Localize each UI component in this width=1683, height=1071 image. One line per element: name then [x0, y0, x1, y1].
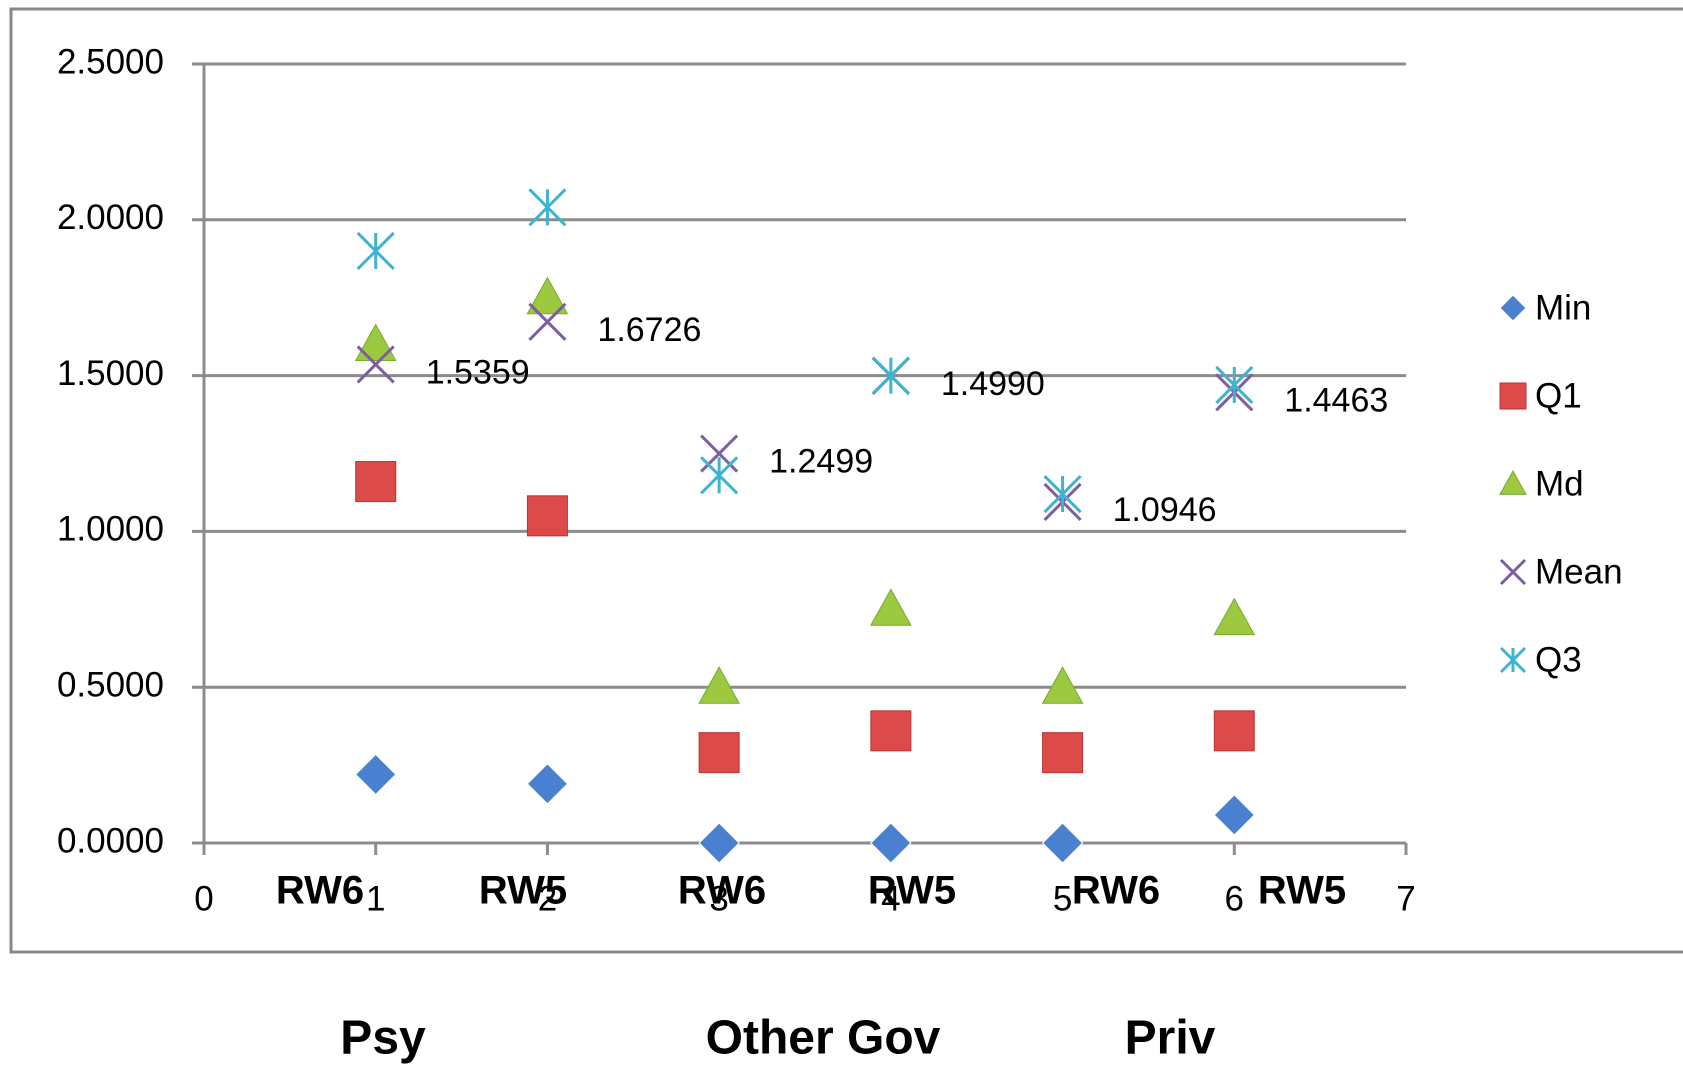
x-tick-label: 4 [881, 879, 900, 918]
data-label: 1.4990 [941, 365, 1045, 403]
legend-marker [1499, 382, 1527, 410]
x-tick-label: 1 [366, 879, 385, 918]
category-label: RW6 [678, 869, 766, 913]
group-label: Other Gov [706, 1012, 941, 1065]
legend-marker [1499, 646, 1527, 674]
x-tick-label: 5 [1053, 879, 1072, 918]
marker [526, 763, 569, 805]
marker [356, 231, 395, 271]
chart-border [9, 7, 1683, 954]
marker [700, 434, 739, 473]
marker [870, 588, 912, 626]
marker [1041, 822, 1084, 864]
marker [1042, 732, 1084, 774]
x-tick-label: 2 [538, 879, 557, 918]
data-label: 1.5359 [426, 353, 530, 391]
data-label: 1.2499 [769, 443, 873, 481]
marker [355, 753, 397, 796]
legend-label: Md [1535, 464, 1584, 503]
y-tick-label: 1.0000 [57, 510, 164, 549]
marker [870, 822, 912, 864]
legend-marker [1499, 469, 1527, 495]
y-tick-label: 2.5000 [57, 42, 164, 81]
legend-label: Q3 [1535, 640, 1582, 679]
marker [1213, 794, 1255, 836]
marker [1215, 365, 1254, 405]
data-label: 1.4463 [1284, 381, 1388, 419]
category-label: RW5 [479, 869, 567, 913]
x-tick-label: 3 [709, 879, 728, 918]
x-tick-label: 0 [194, 879, 213, 918]
marker [528, 302, 567, 341]
data-label: 1.6726 [597, 311, 701, 349]
marker [526, 495, 568, 537]
y-tick-label: 2.0000 [57, 198, 164, 237]
marker [355, 461, 397, 503]
y-tick-label: 0.0000 [57, 821, 164, 860]
category-label: RW5 [868, 869, 956, 913]
legend-label: Min [1535, 288, 1591, 327]
category-label: RW6 [1072, 869, 1160, 913]
marker [698, 822, 740, 864]
category-label: RW5 [1258, 869, 1346, 913]
group-label: Priv [1125, 1012, 1216, 1065]
marker [700, 456, 739, 495]
marker [526, 276, 569, 315]
marker [698, 732, 740, 774]
category-label: RW6 [276, 869, 364, 913]
marker [1043, 474, 1082, 514]
y-tick-label: 0.5000 [57, 665, 164, 704]
marker [870, 710, 912, 752]
legend-label: Q1 [1535, 376, 1582, 415]
marker [354, 323, 397, 361]
data-label: 1.0946 [1113, 491, 1217, 529]
x-tick-label: 7 [1396, 879, 1415, 918]
y-tick-label: 1.5000 [57, 354, 164, 393]
group-label: Psy [340, 1012, 426, 1065]
marker [528, 188, 567, 227]
marker [871, 356, 910, 395]
marker [1213, 597, 1256, 636]
marker [698, 666, 740, 704]
marker [356, 345, 395, 384]
legend-label: Mean [1535, 552, 1623, 591]
legend-marker [1499, 294, 1527, 322]
legend-marker [1499, 558, 1527, 586]
marker [1041, 666, 1084, 704]
x-tick-label: 6 [1225, 879, 1244, 918]
marker [1213, 710, 1255, 752]
